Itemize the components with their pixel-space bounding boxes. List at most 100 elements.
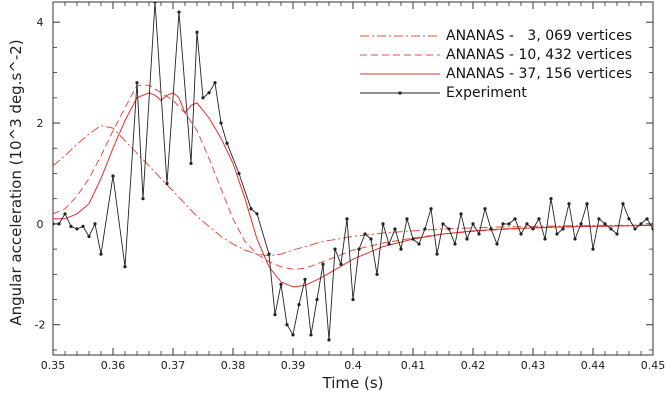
experiment-point	[495, 242, 499, 246]
experiment-point	[279, 282, 283, 286]
experiment-point	[531, 227, 535, 231]
experiment-point	[429, 207, 433, 211]
x-tick-label: 0.4	[344, 359, 362, 372]
x-tick-label: 0.45	[641, 359, 666, 372]
experiment-point	[177, 10, 181, 14]
experiment-point	[357, 247, 361, 251]
experiment-point	[99, 252, 103, 256]
y-tick-label: 0	[37, 218, 44, 231]
experiment-point	[501, 222, 505, 226]
experiment-point	[69, 224, 73, 229]
experiment-point	[153, 2, 157, 4]
series-line-3	[53, 92, 653, 288]
experiment-point	[303, 277, 307, 281]
experiment-point	[189, 161, 193, 165]
experiment-point	[633, 227, 637, 231]
experiment-point	[207, 91, 211, 95]
experiment-point	[603, 222, 607, 226]
x-tick-label: 0.35	[41, 359, 66, 372]
experiment-point	[315, 297, 319, 302]
y-tick-label: 2	[37, 117, 44, 130]
experiment-point	[339, 262, 343, 266]
experiment-point	[579, 222, 583, 226]
experiment-point	[549, 197, 553, 201]
experiment-point	[375, 272, 379, 276]
experiment-point	[453, 242, 457, 246]
experiment-point	[459, 212, 463, 216]
series-line-1	[53, 124, 653, 257]
experiment-point	[411, 237, 415, 241]
experiment-point	[489, 227, 493, 231]
experiment-point	[297, 302, 301, 307]
experiment-point	[285, 323, 289, 327]
legend-label-3: ANANAS - 37, 156 vertices	[446, 66, 632, 82]
legend-label-4: Experiment	[446, 85, 527, 101]
experiment-point	[555, 232, 559, 236]
experiment-point	[561, 227, 565, 231]
experiment-point	[225, 141, 229, 145]
experiment-point	[627, 217, 631, 221]
experiment-point	[213, 81, 217, 85]
experiment-point	[513, 217, 517, 221]
x-tick-label: 0.38	[221, 359, 246, 372]
experiment-point	[615, 232, 619, 236]
legend-label-2: ANANAS - 10, 432 vertices	[446, 47, 632, 63]
experiment-point	[477, 232, 481, 236]
experiment-point	[309, 333, 313, 337]
experiment-point	[435, 252, 439, 256]
experiment-point	[573, 237, 577, 241]
x-tick-label: 0.41	[401, 359, 426, 372]
experiment-point	[165, 181, 169, 186]
experiment-point	[423, 227, 427, 231]
experiment-point	[141, 197, 145, 201]
experiment-point	[465, 237, 469, 241]
experiment-point	[519, 232, 523, 236]
experiment-point	[567, 202, 571, 206]
experiment-point	[81, 224, 85, 229]
experiment-point	[591, 247, 595, 251]
series-group	[53, 2, 653, 342]
x-tick-label: 0.39	[281, 359, 306, 372]
experiment-point	[219, 121, 223, 125]
x-tick-label: 0.36	[101, 359, 126, 372]
experiment-point	[417, 242, 421, 246]
experiment-point	[651, 227, 653, 231]
experiment-point	[53, 222, 55, 226]
legend-marker	[398, 91, 402, 95]
y-tick-label: 4	[37, 16, 44, 29]
experiment-point	[381, 222, 385, 226]
experiment-point	[621, 202, 625, 206]
experiment-point	[597, 217, 601, 221]
x-tick-label: 0.43	[521, 359, 546, 372]
experiment-point	[267, 252, 271, 256]
experiment-point	[609, 227, 613, 231]
experiment-point	[195, 30, 199, 34]
y-axis-title: Angular acceleration (10^3 deg.s^-2)	[7, 39, 25, 325]
experiment-point	[405, 217, 409, 221]
experiment-point	[249, 207, 253, 211]
experiment-point	[483, 207, 487, 211]
x-tick-label: 0.42	[461, 359, 486, 372]
experiment-point	[399, 247, 403, 251]
experiment-point	[321, 262, 325, 266]
x-tick-label: 0.37	[161, 359, 186, 372]
experiment-point	[273, 313, 277, 317]
experiment-point	[369, 237, 373, 241]
experiment-point	[363, 232, 367, 236]
experiment-point	[645, 217, 649, 221]
experiment-point	[327, 338, 331, 342]
x-axis-title: Time (s)	[322, 374, 384, 392]
experiment-point	[255, 212, 259, 216]
experiment-point	[351, 297, 355, 302]
experiment-point	[111, 174, 115, 178]
experiment-point	[75, 227, 79, 231]
experiment-point	[123, 265, 127, 269]
legend-label-1: ANANAS - 3, 069 vertices	[446, 28, 632, 44]
series-line-2	[53, 84, 653, 270]
experiment-point	[441, 222, 445, 226]
experiment-point	[471, 222, 475, 226]
experiment-point	[93, 222, 97, 226]
experiment-point	[447, 227, 451, 231]
experiment-point	[393, 227, 397, 231]
